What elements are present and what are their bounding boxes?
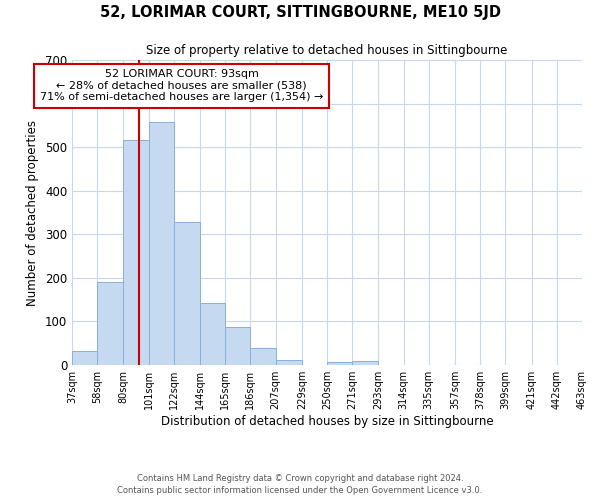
Title: Size of property relative to detached houses in Sittingbourne: Size of property relative to detached ho… bbox=[146, 44, 508, 58]
X-axis label: Distribution of detached houses by size in Sittingbourne: Distribution of detached houses by size … bbox=[161, 415, 493, 428]
Text: 52 LORIMAR COURT: 93sqm
← 28% of detached houses are smaller (538)
71% of semi-d: 52 LORIMAR COURT: 93sqm ← 28% of detache… bbox=[40, 69, 323, 102]
Bar bbox=[250, 348, 275, 365]
Bar bbox=[72, 351, 97, 365]
Y-axis label: Number of detached properties: Number of detached properties bbox=[26, 120, 40, 306]
Bar bbox=[200, 302, 225, 365]
Bar bbox=[124, 140, 149, 365]
Bar bbox=[174, 222, 200, 365]
Bar bbox=[327, 362, 352, 365]
Bar bbox=[97, 282, 124, 365]
Bar bbox=[225, 327, 250, 365]
Bar bbox=[352, 360, 379, 365]
Text: 52, LORIMAR COURT, SITTINGBOURNE, ME10 5JD: 52, LORIMAR COURT, SITTINGBOURNE, ME10 5… bbox=[100, 5, 500, 20]
Bar bbox=[149, 122, 174, 365]
Bar bbox=[275, 360, 302, 365]
Text: Contains HM Land Registry data © Crown copyright and database right 2024.
Contai: Contains HM Land Registry data © Crown c… bbox=[118, 474, 482, 495]
